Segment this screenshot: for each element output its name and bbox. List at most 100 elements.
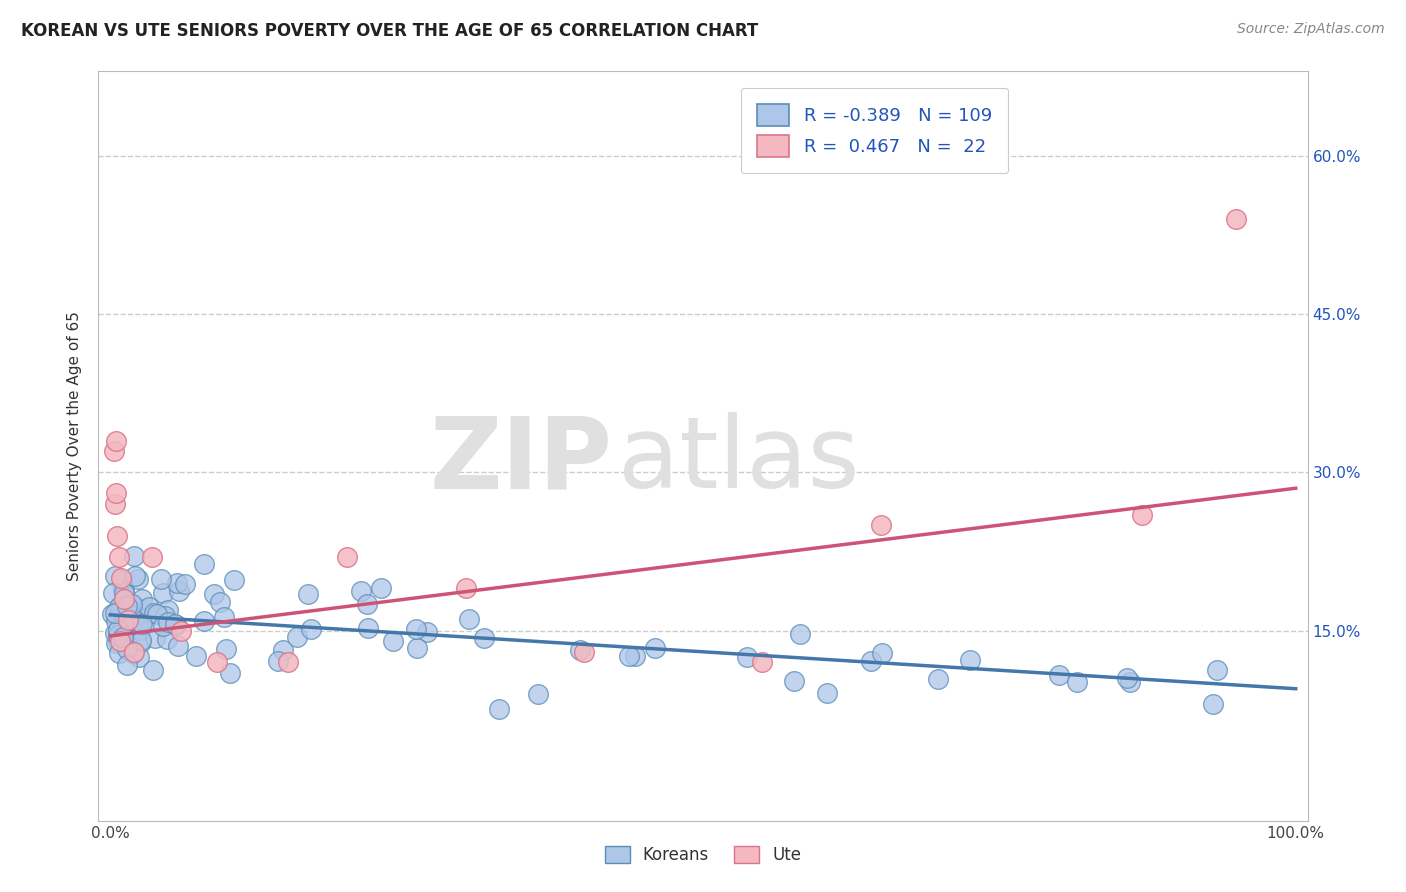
Point: [574, 645, 596, 659]
Point: [142, 607, 165, 621]
Point: [146, 607, 169, 621]
Point: [107, 646, 129, 660]
Point: [152, 586, 174, 600]
Point: [299, 623, 322, 637]
Point: [1047, 668, 1070, 682]
Point: [122, 645, 145, 659]
Point: [193, 557, 215, 571]
Point: [817, 686, 839, 700]
Point: [104, 497, 127, 511]
Point: [215, 642, 238, 657]
Point: [165, 618, 187, 632]
Point: [167, 640, 190, 654]
Point: [1066, 674, 1088, 689]
Point: [108, 600, 131, 615]
Point: [218, 665, 240, 680]
Point: [569, 642, 592, 657]
Point: [870, 646, 893, 660]
Point: [105, 636, 128, 650]
Point: [165, 616, 187, 631]
Point: [644, 641, 666, 656]
Point: [112, 582, 135, 597]
Point: [142, 663, 165, 677]
Point: [114, 592, 136, 607]
Point: [104, 606, 127, 620]
Point: [167, 584, 190, 599]
Point: [128, 650, 150, 665]
Point: [112, 616, 135, 631]
Point: [138, 600, 160, 615]
Point: [105, 529, 128, 543]
Point: [131, 617, 153, 632]
Point: [100, 607, 122, 621]
Point: [117, 657, 139, 672]
Point: [1116, 672, 1139, 686]
Point: [131, 592, 153, 607]
Point: [107, 549, 129, 564]
Point: [1202, 698, 1225, 712]
Point: [350, 583, 373, 598]
Point: [370, 581, 392, 595]
Point: [1119, 674, 1142, 689]
Point: [127, 572, 149, 586]
Point: [115, 599, 138, 613]
Point: [103, 444, 125, 458]
Point: [105, 486, 128, 500]
Point: [285, 631, 308, 645]
Point: [406, 641, 429, 656]
Point: [212, 610, 235, 624]
Point: [789, 627, 811, 641]
Point: [488, 702, 510, 716]
Point: [129, 633, 152, 648]
Point: [356, 621, 378, 635]
Point: [208, 595, 231, 609]
Text: KOREAN VS UTE SENIORS POVERTY OVER THE AGE OF 65 CORRELATION CHART: KOREAN VS UTE SENIORS POVERTY OVER THE A…: [21, 22, 758, 40]
Point: [1225, 212, 1247, 227]
Point: [129, 615, 152, 630]
Point: [222, 573, 245, 587]
Point: [115, 641, 138, 656]
Point: [107, 623, 129, 637]
Point: [735, 649, 758, 664]
Point: [112, 607, 135, 621]
Point: [457, 613, 479, 627]
Point: [526, 687, 548, 701]
Point: [193, 615, 215, 629]
Point: [105, 614, 128, 628]
Point: [108, 606, 131, 620]
Point: [157, 615, 180, 629]
Point: [170, 624, 193, 638]
Point: [751, 656, 773, 670]
Point: [959, 653, 981, 667]
Point: [114, 612, 136, 626]
Point: [112, 627, 135, 641]
Point: [277, 656, 299, 670]
Point: [108, 634, 131, 648]
Point: [115, 612, 138, 626]
Point: [141, 549, 163, 564]
Point: [101, 586, 124, 600]
Point: [267, 654, 290, 668]
Text: Source: ZipAtlas.com: Source: ZipAtlas.com: [1237, 22, 1385, 37]
Point: [166, 576, 188, 591]
Point: [617, 648, 640, 663]
Point: [110, 626, 132, 640]
Point: [474, 631, 496, 645]
Point: [105, 434, 128, 448]
Point: [111, 574, 134, 588]
Point: [149, 573, 172, 587]
Point: [104, 568, 127, 582]
Point: [869, 518, 891, 533]
Point: [111, 608, 134, 623]
Point: [927, 672, 949, 686]
Legend: Koreans, Ute: Koreans, Ute: [596, 838, 810, 872]
Y-axis label: Seniors Poverty Over the Age of 65: Seniors Poverty Over the Age of 65: [67, 311, 83, 581]
Text: ZIP: ZIP: [429, 412, 613, 509]
Point: [104, 626, 127, 640]
Point: [184, 648, 207, 663]
Point: [205, 656, 228, 670]
Point: [271, 642, 294, 657]
Point: [112, 630, 135, 644]
Point: [157, 603, 180, 617]
Point: [121, 597, 143, 611]
